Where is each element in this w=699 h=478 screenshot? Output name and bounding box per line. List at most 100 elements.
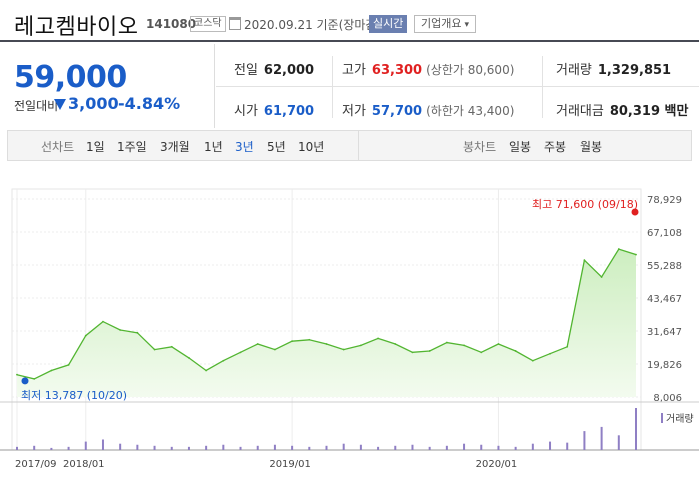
volume-bar <box>428 446 431 450</box>
price-point <box>445 341 448 344</box>
price-point <box>325 343 328 345</box>
price-point <box>102 320 104 323</box>
min-label: 최저 13,787 (10/20) <box>21 389 127 402</box>
price-point <box>291 340 294 343</box>
price-point <box>514 350 517 352</box>
price-point <box>170 345 173 348</box>
volume-bar <box>325 445 328 450</box>
volume-bar <box>239 446 242 450</box>
volume-bar <box>256 445 259 450</box>
y-tick-label: 43,467 <box>647 294 682 305</box>
volume-bar <box>273 444 276 450</box>
open-value: 61,700 <box>263 104 315 119</box>
volume-legend-label: 거래량 <box>666 413 694 425</box>
price-point <box>222 359 225 362</box>
company-summary-dropdown[interactable]: 기업개요 ▾ <box>414 15 477 33</box>
volume-bar <box>463 443 466 450</box>
volume-bar <box>635 408 637 450</box>
price-chart-svg: 78,929 67,108 55,288 43,467 31,647 19,826 8,00… <box>0 188 699 470</box>
market-badge: 코스닥 <box>190 16 226 32</box>
price-point <box>308 338 311 341</box>
tab-1year[interactable]: 1년 <box>204 140 223 154</box>
x-tick-label: 2020/01 <box>476 459 518 470</box>
max-label: 최고 71,600 (09/18) <box>532 198 638 211</box>
price-point <box>274 348 276 351</box>
price-point <box>33 377 36 380</box>
change-value: 3,000 <box>68 94 119 113</box>
tab-monthly-candle[interactable]: 월봉 <box>580 140 603 154</box>
volume-bar <box>549 441 552 450</box>
volume-bar <box>101 439 104 450</box>
volume-bar <box>84 441 87 450</box>
max-marker <box>631 208 639 216</box>
tab-10year[interactable]: 10년 <box>298 140 325 154</box>
tab-3month[interactable]: 3개월 <box>160 140 190 154</box>
volume-bar <box>480 444 483 450</box>
lower-limit: (하한가 43,400) <box>426 104 515 118</box>
candle-chart-label: 봉차트 <box>463 140 497 154</box>
price-point <box>411 351 414 354</box>
price-point <box>153 348 156 351</box>
trade-amount: 거래대금 80,319 백만 <box>556 100 688 119</box>
amount-value: 80,319 백만 <box>609 104 689 119</box>
y-tick-label: 19,826 <box>647 360 682 371</box>
chart-period-tabs: 선차트 1일 1주일 3개월 1년 3년 5년 10년 봉차트 일봉 주봉 월봉 <box>7 130 692 161</box>
tab-weekly-candle[interactable]: 주봉 <box>544 140 567 154</box>
tab-3year[interactable]: 3년 <box>235 140 254 154</box>
price-chart: 78,929 67,108 55,288 43,467 31,647 19,826 8,00… <box>0 161 699 478</box>
tab-1day[interactable]: 1일 <box>86 140 105 154</box>
volume-bar <box>377 446 380 450</box>
prev-close-value: 62,000 <box>263 63 315 78</box>
price-point <box>16 373 18 376</box>
volume-bar <box>531 443 534 450</box>
current-price: 59,000 <box>14 60 127 95</box>
tab-daily-candle[interactable]: 일봉 <box>509 140 532 154</box>
price-point <box>136 331 139 334</box>
divider <box>216 86 699 87</box>
volume-value: 1,329,851 <box>597 63 672 78</box>
price-point <box>394 343 397 345</box>
price-point <box>617 248 620 250</box>
low-label: 저가 <box>342 104 366 119</box>
price-point <box>583 259 586 262</box>
volume-bar <box>33 445 36 450</box>
volume-bar <box>359 444 362 450</box>
stock-header: 레고켐바이오 141080 코스닥 2020.09.21 기준(장마감) 실시간… <box>0 0 699 42</box>
price-point <box>84 334 87 337</box>
tab-5year[interactable]: 5년 <box>267 140 286 154</box>
open-price: 시가 61,700 <box>234 100 314 119</box>
volume: 거래량 1,329,851 <box>556 59 671 78</box>
tab-divider <box>358 131 359 160</box>
volume-bar <box>153 445 156 450</box>
divider <box>332 56 333 118</box>
price-point <box>67 364 70 366</box>
price-point <box>50 369 53 372</box>
volume-legend-swatch <box>661 413 663 423</box>
price-point <box>205 369 208 372</box>
price-point <box>497 343 500 345</box>
down-triangle-icon <box>54 99 66 110</box>
tab-1week[interactable]: 1주일 <box>117 140 147 154</box>
high-label: 고가 <box>342 63 366 78</box>
y-tick-label: 67,108 <box>647 228 682 239</box>
volume-bar <box>514 446 517 450</box>
x-tick-label: 2017/09 <box>15 459 57 470</box>
price-point <box>188 357 190 359</box>
price-point <box>342 348 345 351</box>
price-point <box>635 253 637 256</box>
stock-code: 141080 <box>146 17 197 31</box>
volume-bar <box>222 444 225 450</box>
change-percent: -4.84% <box>118 94 181 113</box>
price-point <box>428 350 431 352</box>
company-name: 레고켐바이오 <box>14 15 139 40</box>
y-tick-label: 55,288 <box>647 261 682 272</box>
volume-bar <box>497 445 500 450</box>
volume-bar <box>445 445 448 450</box>
realtime-button[interactable]: 실시간 <box>369 15 408 33</box>
volume-bar <box>16 446 18 450</box>
x-tick-label: 2019/01 <box>269 459 311 470</box>
volume-bar <box>205 445 208 450</box>
price-point <box>531 359 534 362</box>
volume-bar <box>136 444 139 450</box>
price-info-table: 전일 62,000 고가 63,300 (상한가 80,600) 거래량 1,329,8… <box>216 44 699 128</box>
